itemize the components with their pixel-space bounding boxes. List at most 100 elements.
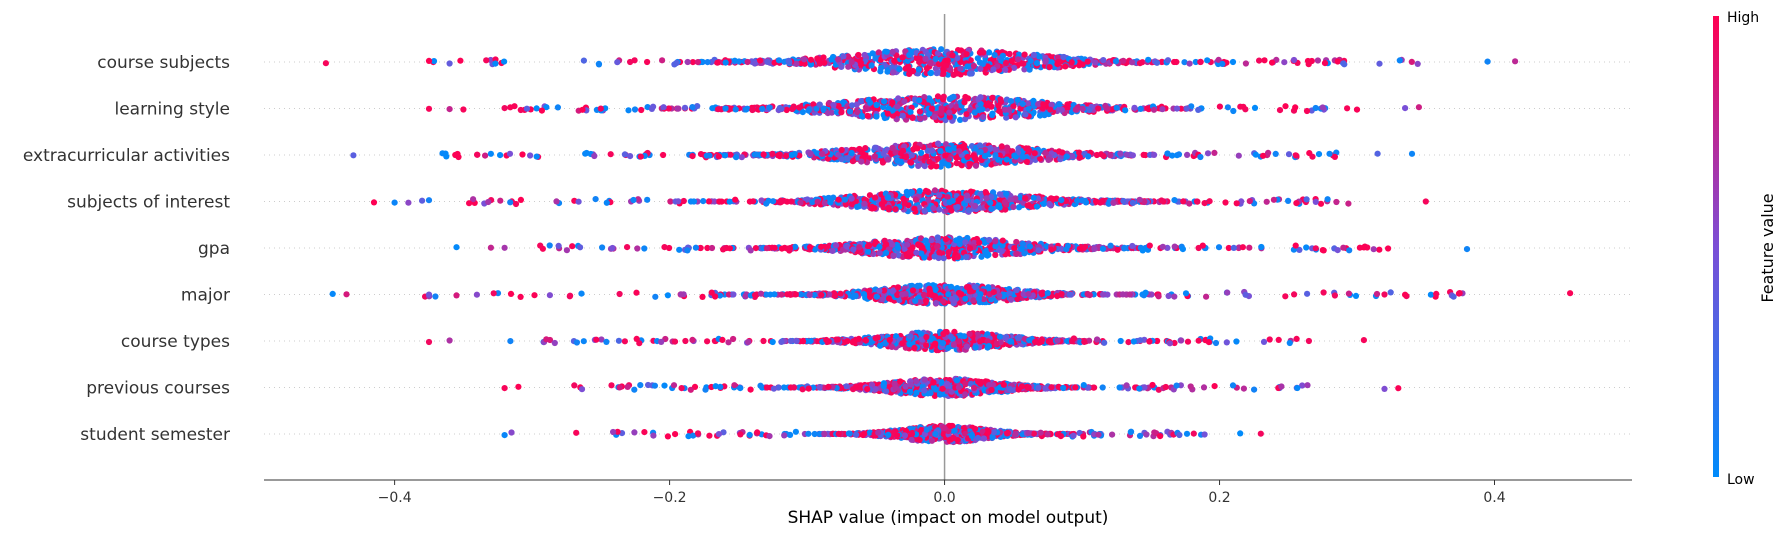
shap-dot [1117, 337, 1124, 345]
shap-dot [573, 339, 581, 346]
shap-dot [998, 143, 1005, 150]
shap-dot [894, 103, 901, 110]
shap-dot [961, 142, 968, 149]
shap-dot [972, 284, 979, 291]
shap-dot [675, 105, 682, 112]
shap-dot [567, 292, 574, 299]
shap-dot [940, 255, 947, 262]
shap-dot [940, 67, 947, 74]
shap-dot [1205, 339, 1212, 346]
shap-dot [1136, 196, 1143, 203]
shap-dot [936, 192, 943, 199]
shap-dot [1567, 290, 1574, 297]
shap-dot [1017, 194, 1024, 201]
shap-dot [1292, 104, 1299, 111]
shap-dot [976, 239, 983, 246]
shap-dot [792, 291, 799, 298]
shap-dot [929, 147, 936, 154]
shap-dot [660, 151, 667, 159]
shap-dot [631, 57, 638, 64]
shap-dot [939, 298, 947, 305]
shap-dot [1305, 337, 1312, 345]
shap-dot [1150, 106, 1158, 113]
shap-dot [966, 330, 973, 338]
shap-dot [954, 54, 961, 62]
shap-dot [531, 292, 538, 299]
shap-dot [931, 113, 938, 120]
shap-dot [1139, 247, 1146, 254]
shap-dot [953, 103, 960, 110]
shap-dot [964, 63, 971, 70]
shap-dot [943, 62, 950, 69]
shap-dot [867, 293, 874, 300]
shap-dot [965, 207, 973, 214]
shap-dot [1074, 197, 1081, 204]
shap-dot [932, 340, 939, 347]
shap-dot [832, 242, 840, 249]
shap-dot [1001, 199, 1009, 206]
shap-dot [895, 244, 902, 251]
shap-dot [948, 295, 956, 303]
shap-dot [880, 103, 887, 111]
shap-dot [971, 202, 979, 209]
shap-dot [1261, 57, 1268, 64]
shap-dot [609, 244, 616, 252]
shap-dot [425, 291, 433, 298]
shap-dot [1224, 289, 1231, 296]
shap-dot [942, 236, 949, 243]
shap-dot [1463, 246, 1471, 253]
shap-dot [856, 145, 863, 153]
shap-dot [483, 57, 490, 64]
shap-dot [466, 200, 473, 207]
shap-dot [849, 102, 856, 109]
shap-dot [1026, 147, 1033, 154]
shap-dot [579, 106, 586, 113]
shap-dot [721, 152, 729, 159]
shap-dot [432, 293, 439, 300]
shap-dot [1092, 59, 1099, 66]
shap-dot [972, 162, 980, 169]
shap-dot [1047, 106, 1054, 113]
shap-dot [1340, 60, 1347, 67]
shap-dot [1320, 289, 1327, 296]
shap-dot [1184, 151, 1191, 158]
shap-dot [868, 62, 875, 69]
shap-dot [917, 55, 924, 62]
shap-dot [591, 152, 598, 160]
shap-dot [926, 158, 933, 165]
shap-dot [873, 293, 881, 300]
shap-dot [705, 198, 713, 205]
shap-dot [1331, 153, 1338, 160]
shap-dot [1360, 337, 1367, 344]
shap-dot [947, 333, 954, 340]
shap-dot [995, 156, 1002, 163]
shap-dot [786, 245, 794, 252]
shap-dot [963, 192, 971, 199]
shap-dot [945, 249, 952, 256]
shap-dot [939, 340, 947, 347]
shap-dot [1346, 247, 1353, 254]
shap-dot [1062, 197, 1069, 205]
shap-dot [583, 149, 590, 157]
shap-dot [1512, 58, 1519, 65]
shap-dot [848, 195, 855, 202]
shap-dot [659, 57, 666, 64]
shap-dot [840, 53, 847, 60]
shap-dot [826, 291, 833, 298]
shap-dot [580, 57, 588, 64]
shap-dot [871, 153, 879, 160]
shap-dot [631, 106, 639, 113]
shap-dot [1023, 158, 1030, 165]
shap-dot [1331, 292, 1338, 299]
shap-dot [775, 152, 782, 159]
shap-dot [833, 109, 841, 116]
shap-dot [885, 194, 892, 201]
shap-dot [487, 56, 494, 64]
shap-dot [793, 337, 800, 345]
shap-dot [470, 196, 477, 203]
shap-dot [928, 105, 936, 112]
shap-dot [964, 153, 971, 161]
shap-dot [1155, 293, 1162, 300]
shap-dot [633, 335, 640, 342]
